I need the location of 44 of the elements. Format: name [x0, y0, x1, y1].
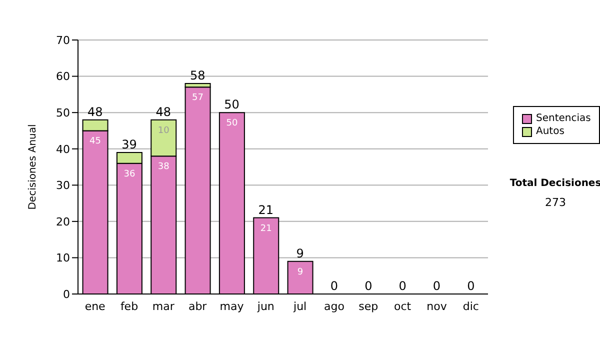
- y-tick-label: 20: [56, 215, 70, 228]
- total-label: 39: [122, 137, 137, 152]
- total-label: 0: [467, 279, 475, 293]
- x-tick-label: may: [220, 300, 244, 313]
- data-label: 10: [158, 126, 170, 136]
- total-label: 48: [87, 104, 103, 119]
- total-label: 0: [432, 279, 441, 293]
- y-tick-label: 50: [56, 106, 70, 120]
- data-label: 50: [226, 118, 238, 129]
- data-label: 36: [124, 169, 136, 180]
- data-label: 57: [192, 93, 204, 104]
- x-tick-label: jun: [256, 300, 274, 313]
- y-tick-label: 60: [56, 70, 70, 84]
- legend-label: Autos: [536, 125, 564, 138]
- y-tick-label: 0: [63, 288, 70, 301]
- data-label: 45: [90, 136, 102, 147]
- x-tick-label: sep: [358, 300, 378, 313]
- total-label: 58: [190, 68, 206, 83]
- x-tick-label: ago: [324, 300, 345, 313]
- y-tick-label: 10: [56, 252, 70, 265]
- total-label: 50: [224, 98, 240, 112]
- x-tick-label: ene: [84, 300, 106, 313]
- x-tick-label: nov: [426, 300, 448, 313]
- x-tick-label: abr: [188, 300, 208, 313]
- total-label: 9: [296, 246, 304, 260]
- x-tick-label: dic: [462, 300, 479, 313]
- y-tick-label: 70: [56, 34, 70, 47]
- y-tick-label: 40: [56, 142, 70, 156]
- text: 273: [544, 196, 567, 209]
- x-tick-label: feb: [120, 300, 138, 313]
- total-label: 0: [330, 279, 338, 293]
- x-tick-label: oct: [394, 300, 412, 313]
- y-axis-title: Decisiones Anual: [28, 124, 39, 210]
- total-label: 21: [258, 202, 274, 217]
- data-label: 38: [158, 162, 170, 172]
- data-label: 9: [297, 267, 304, 278]
- x-tick-label: jul: [292, 300, 307, 313]
- legend-label: Sentencias: [536, 112, 591, 125]
- total-label: 0: [364, 279, 372, 293]
- y-tick-label: 30: [56, 179, 70, 192]
- data-label: 21: [260, 224, 272, 234]
- total-label: 48: [156, 104, 172, 119]
- total-label: 0: [398, 279, 406, 293]
- x-tick-label: mar: [152, 300, 175, 313]
